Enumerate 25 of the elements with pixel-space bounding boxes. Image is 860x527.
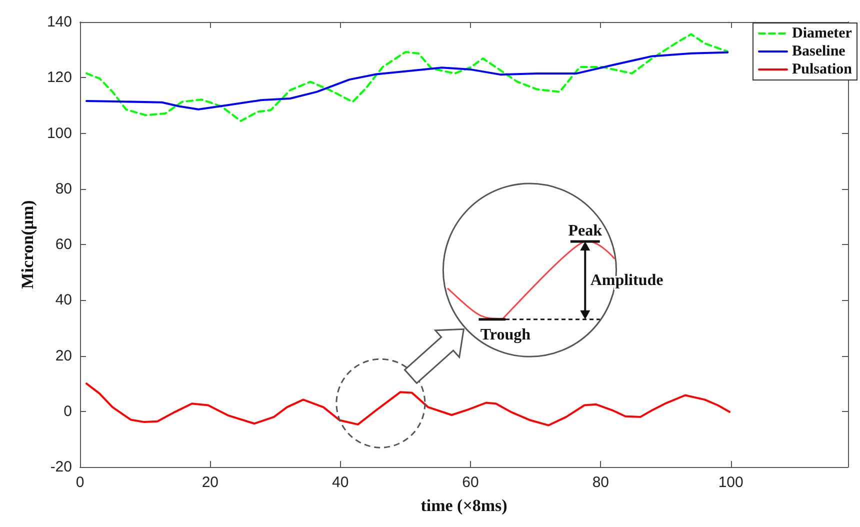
legend-label: Baseline [792,44,846,60]
y-tick-label: 20 [55,347,72,364]
y-tick-label: 40 [55,292,72,309]
x-tick-label: 80 [592,474,610,491]
annotation: Trough [480,326,531,344]
line-series [86,33,729,122]
y-tick-label: 100 [46,124,72,142]
y-tick-label: -20 [50,458,72,476]
line-series [86,382,731,426]
x-tick-label: 20 [202,474,219,491]
line-series [86,51,729,110]
legend-label: Diameter [792,26,852,42]
legend-label: Pulsation [792,62,853,78]
y-tick-label: 0 [64,402,72,420]
y-tick-label: 60 [55,236,72,253]
y-tick-label: 120 [46,69,72,86]
y-tick-label: 80 [55,180,72,198]
x-tick-label: 0 [76,474,84,491]
y-axis-title: Micron(μm) [18,200,37,289]
x-axis-title: time (×8ms) [420,496,508,515]
x-tick-label: 60 [462,474,479,491]
y-tick-label: 140 [46,14,72,30]
x-tick-label: 40 [332,474,349,491]
x-tick-label: 100 [718,474,744,491]
annotation: Peak [568,222,602,240]
